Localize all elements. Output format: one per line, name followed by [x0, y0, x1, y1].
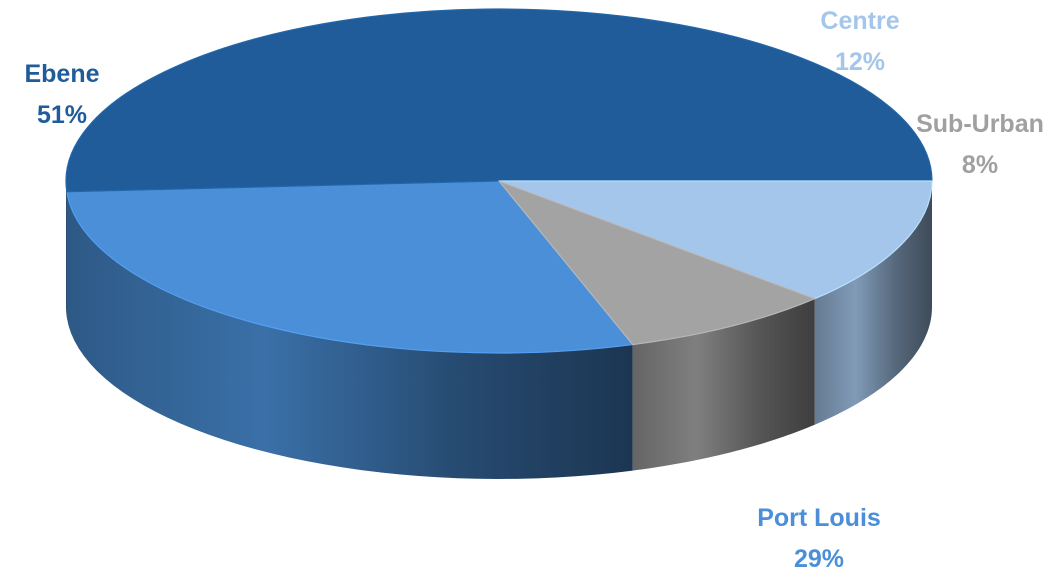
pie-side-ebene: [66, 181, 67, 318]
slice-name-centre: Centre: [820, 7, 900, 35]
slice-percent-centre: 12%: [834, 48, 886, 76]
pie-side-sub-urban: [632, 298, 815, 471]
pie-side-port-louis: [66, 191, 633, 480]
slice-label-sub-urban: Sub-Urban 8%: [916, 104, 1044, 186]
slice-name-ebene: Ebene: [24, 60, 100, 88]
pie-slice-port-louis: [66, 180, 634, 354]
slice-percent-port-louis: 29%: [793, 545, 845, 573]
slice-percent-ebene: 51%: [36, 101, 88, 129]
slice-percent-sub-urban: 8%: [961, 151, 999, 179]
slice-label-port-louis: Port Louis 29%: [757, 498, 881, 574]
pie-side-centre: [814, 181, 932, 425]
pie-slice-sub-urban: [498, 180, 816, 346]
pie-slice-centre: [498, 180, 933, 300]
pie-slice-ebene: [65, 8, 933, 193]
slice-name-port-louis: Port Louis: [757, 504, 881, 532]
slice-label-centre: Centre 12%: [820, 1, 899, 83]
slice-name-sub-urban: Sub-Urban: [916, 110, 1044, 138]
slice-label-ebene: Ebene 51%: [24, 54, 99, 136]
